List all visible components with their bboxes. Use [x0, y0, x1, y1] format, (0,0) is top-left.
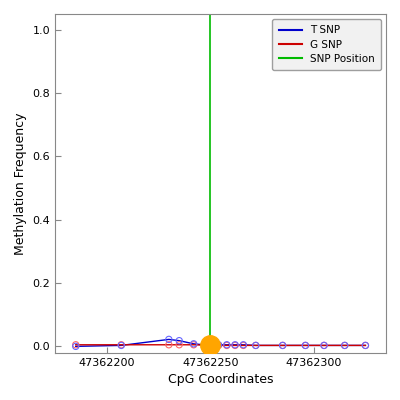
Point	[252, 342, 259, 349]
Point	[240, 342, 246, 349]
Point	[72, 343, 79, 350]
Point	[207, 342, 214, 349]
Point	[166, 342, 172, 348]
Point	[176, 342, 182, 348]
Point	[280, 342, 286, 349]
Point	[118, 342, 124, 348]
Point	[190, 342, 197, 348]
Point	[342, 342, 348, 349]
Point	[215, 342, 222, 348]
Point	[321, 342, 327, 349]
X-axis label: CpG Coordinates: CpG Coordinates	[168, 373, 273, 386]
Point	[232, 342, 238, 348]
Legend: T SNP, G SNP, SNP Position: T SNP, G SNP, SNP Position	[272, 19, 381, 70]
Y-axis label: Methylation Frequency: Methylation Frequency	[14, 112, 27, 254]
Point	[224, 342, 230, 349]
Point	[240, 342, 246, 348]
Point	[321, 342, 327, 349]
Point	[72, 342, 79, 348]
Point	[207, 342, 214, 349]
Point	[176, 338, 182, 344]
Point	[362, 342, 369, 349]
Point	[232, 342, 238, 349]
Point	[302, 342, 309, 349]
Point	[215, 342, 222, 349]
Point	[280, 342, 286, 349]
Point	[224, 342, 230, 348]
Point	[207, 342, 214, 349]
Point	[302, 342, 309, 349]
Point	[190, 341, 197, 347]
Point	[252, 342, 259, 349]
Point	[342, 342, 348, 349]
Point	[362, 342, 369, 349]
Point	[166, 336, 172, 342]
Point	[118, 342, 124, 349]
